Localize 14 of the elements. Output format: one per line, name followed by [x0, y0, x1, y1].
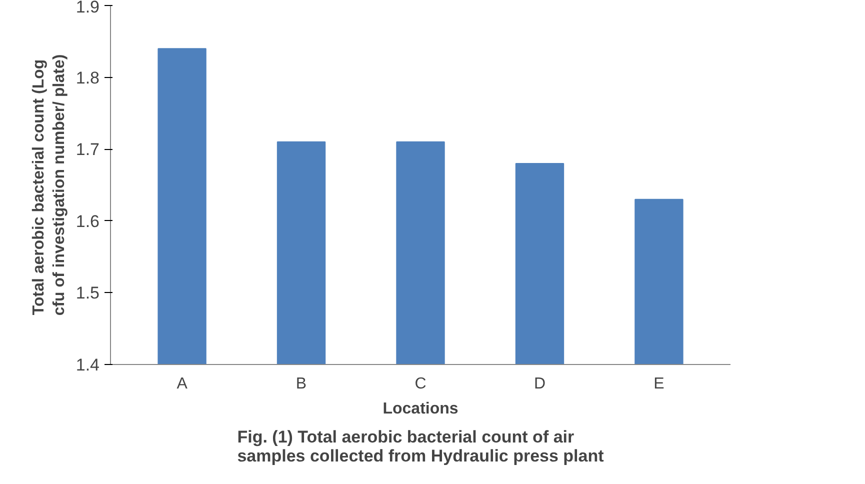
y-axis-title: Total aerobic bacterial count (Log cfu of investigation number/ plate): [30, 54, 68, 316]
y-tick-label: 1.6: [76, 212, 100, 231]
x-tick-label: E: [654, 376, 664, 392]
y-tick-label: 1.4: [76, 356, 100, 374]
y-tick-label: 1.8: [76, 68, 100, 88]
x-tick-label: C: [414, 376, 426, 392]
x-tick-label: B: [296, 376, 307, 392]
x-tick-label: A: [176, 376, 188, 392]
y-tick-label: 1.9: [76, 0, 100, 16]
y-tick-label: 1.5: [76, 284, 100, 303]
text: Fig. (1) Total aerobic bacterial count of air samples collected from Hydraulic press plant: [237, 428, 604, 466]
y-tick-label: 1.7: [76, 140, 100, 160]
x-tick-label: D: [534, 376, 546, 392]
x-axis-title: Locations: [382, 400, 458, 418]
